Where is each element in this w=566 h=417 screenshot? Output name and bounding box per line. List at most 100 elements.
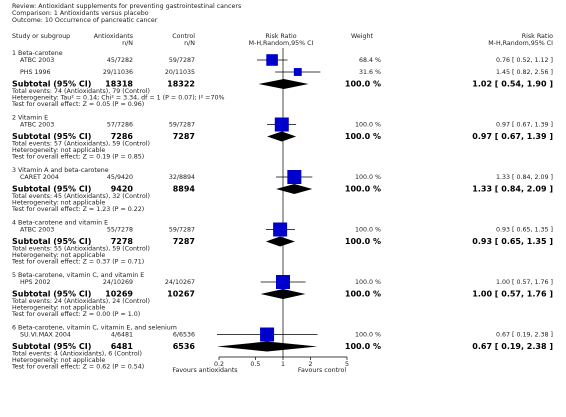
- note: Test for overall effect: Z = 0.05 (P = 0…: [11, 101, 144, 108]
- column-header: Risk Ratio: [265, 33, 296, 40]
- group-title: 2 Vitamin E: [12, 115, 48, 122]
- study-name: ATBC 2003: [20, 122, 54, 129]
- column-header: n/N: [122, 40, 133, 47]
- study-name: CARET 2004: [20, 174, 59, 181]
- weight: 100.0 %: [355, 279, 381, 286]
- note: Test for overall effect: Z = 0.19 (P = 0…: [11, 154, 144, 161]
- study-box: [260, 327, 275, 342]
- note: Total events: 74 (Antioxidants), 79 (Con…: [11, 88, 150, 95]
- group-title: 3 Vitamin A and beta-carotene: [12, 167, 109, 174]
- subtotal-diamond: [216, 341, 318, 352]
- events: 59/7287: [169, 57, 195, 64]
- subtotal-ci: 0.67 [ 0.19, 2.38 ]: [472, 342, 553, 351]
- note: Heterogeneity: not applicable: [12, 252, 105, 259]
- subtotal-n: 7278: [111, 237, 134, 246]
- subtotal-diamond: [258, 79, 309, 89]
- events: 55/7278: [107, 227, 133, 234]
- study-name: HPS 2002: [20, 279, 51, 286]
- column-header: M-H,Random,95% CI: [488, 40, 553, 47]
- x-tick-label: 2: [309, 361, 313, 368]
- weight: 100.0 %: [355, 332, 381, 339]
- note: Total events: 4 (Antioxidants), 6 (Contr…: [11, 351, 142, 358]
- subtotal-n: 6481: [111, 342, 134, 351]
- study-box: [274, 117, 289, 132]
- subtotal-label: Subtotal (95% CI): [12, 290, 91, 299]
- note: Total events: 45 (Antioxidants), 32 (Con…: [11, 193, 150, 200]
- subtotal-weight: 100.0 %: [345, 185, 381, 194]
- column-header: Risk Ratio: [522, 33, 553, 40]
- subtotal-label: Subtotal (95% CI): [12, 80, 91, 89]
- events: 6/6536: [173, 332, 195, 339]
- study-name: SU.VI.MAX 2004: [20, 332, 71, 339]
- subtotal-weight: 100.0 %: [345, 80, 381, 89]
- events: 29/11036: [103, 69, 133, 76]
- study-box: [293, 68, 302, 76]
- note: Heterogeneity: not applicable: [12, 200, 105, 207]
- subtotal-n: 7287: [173, 237, 195, 246]
- note: Heterogeneity: not applicable: [12, 305, 105, 312]
- ci-label: 0.93 [ 0.65, 1.35 ]: [496, 227, 553, 234]
- note: Test for overall effect: Z = 1.23 (P = 0…: [11, 206, 144, 213]
- events: 4/6481: [111, 332, 133, 339]
- subtotal-ci: 1.33 [ 0.84, 2.09 ]: [472, 185, 553, 194]
- subtotal-label: Subtotal (95% CI): [12, 132, 91, 141]
- subtotal-diamond: [260, 289, 306, 299]
- events: 20/11035: [165, 69, 195, 76]
- subtotal-diamond: [276, 184, 313, 194]
- events: 57/7286: [107, 122, 133, 129]
- column-header: Study or subgroup: [12, 33, 70, 40]
- subtotal-n: 18318: [105, 80, 133, 89]
- study-box: [266, 54, 278, 66]
- header: Comparison: 1 Antioxidants versus placeb…: [12, 10, 149, 17]
- note: Total events: 57 (Antioxidants), 59 (Con…: [11, 141, 150, 148]
- note: Heterogeneity: not applicable: [12, 357, 105, 364]
- weight: 100.0 %: [355, 122, 381, 129]
- column-header: n/N: [184, 40, 195, 47]
- x-tick-label: 0.5: [250, 361, 260, 368]
- subtotal-ci: 0.93 [ 0.65, 1.35 ]: [472, 237, 553, 246]
- note: Test for overall effect: Z = 0.37 (P = 0…: [11, 259, 144, 266]
- weight: 68.4 %: [359, 57, 381, 64]
- group-title: 5 Beta-carotene, vitamin C, and vitamin …: [12, 272, 144, 279]
- ci-label: 0.76 [ 0.52, 1.12 ]: [496, 57, 553, 64]
- study-box: [273, 222, 288, 237]
- subtotal-diamond: [267, 131, 297, 142]
- study-name: ATBC 2003: [20, 227, 54, 234]
- note: Heterogeneity: Tau² = 0.14; Chi² = 3.34,…: [12, 95, 224, 102]
- study-name: ATBC 2003: [20, 57, 54, 64]
- note: Total events: 24 (Antioxidants), 24 (Con…: [11, 298, 150, 305]
- ci-label: 1.45 [ 0.82, 2.56 ]: [496, 69, 553, 76]
- subtotal-label: Subtotal (95% CI): [12, 185, 91, 194]
- subtotal-weight: 100.0 %: [345, 342, 381, 351]
- favours-label: Favours antioxidants: [172, 367, 237, 374]
- column-header: Antioxidants: [94, 33, 133, 40]
- events: 59/7287: [169, 227, 195, 234]
- group-title: 6 Beta-carotene, vitamin C, vitamin E, a…: [12, 325, 177, 332]
- subtotal-n: 18322: [167, 80, 195, 89]
- subtotal-n: 7286: [111, 132, 134, 141]
- subtotal-n: 6536: [173, 342, 196, 351]
- ci-label: 1.33 [ 0.84, 2.09 ]: [496, 174, 553, 181]
- events: 32/8894: [169, 174, 195, 181]
- weight: 100.0 %: [355, 174, 381, 181]
- x-tick-label: 0.2: [214, 361, 224, 368]
- study-box: [276, 275, 290, 289]
- note: Test for overall effect: Z = 0.62 (P = 0…: [11, 364, 144, 371]
- favours-label: Favours control: [298, 367, 346, 374]
- column-header: Control: [172, 33, 195, 40]
- subtotal-n: 7287: [173, 132, 195, 141]
- group-title: 1 Beta-carotene: [12, 50, 63, 57]
- subtotal-n: 9420: [111, 185, 134, 194]
- subtotal-label: Subtotal (95% CI): [12, 342, 91, 351]
- subtotal-diamond: [265, 236, 295, 247]
- subtotal-ci: 1.00 [ 0.57, 1.76 ]: [472, 290, 553, 299]
- x-tick-label: 5: [345, 361, 349, 368]
- weight: 31.6 %: [359, 69, 381, 76]
- events: 24/10267: [165, 279, 195, 286]
- events: 59/7287: [169, 122, 195, 129]
- events: 45/9420: [107, 174, 133, 181]
- ci-label: 0.97 [ 0.67, 1.39 ]: [496, 122, 553, 129]
- subtotal-n: 10267: [167, 290, 195, 299]
